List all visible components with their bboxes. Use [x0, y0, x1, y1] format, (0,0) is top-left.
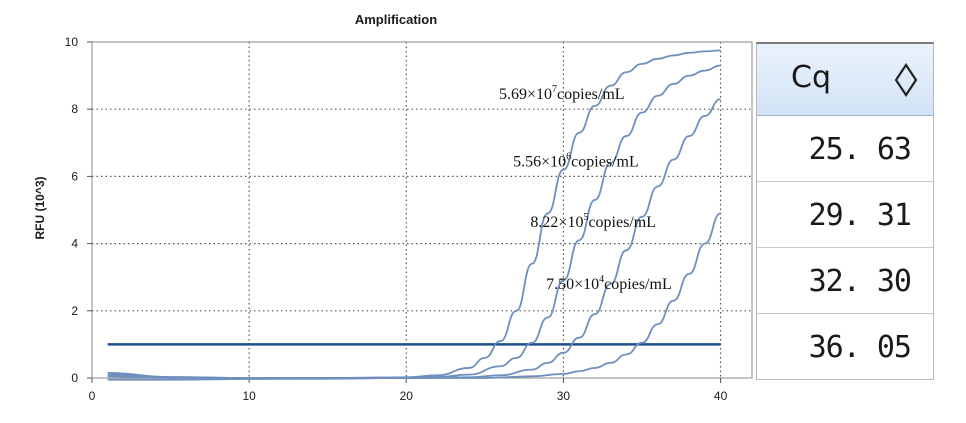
cq-value: 36. 05: [808, 330, 912, 365]
y-tick-label: 8: [71, 102, 78, 116]
cq-value: 25. 63: [808, 132, 912, 167]
y-tick-label: 2: [71, 304, 78, 318]
cq-row[interactable]: 25. 63: [757, 116, 933, 182]
cq-value: 32. 30: [808, 264, 912, 299]
y-tick-label: 10: [65, 35, 79, 49]
concentration-annotation: 5.56×106copies/mL: [513, 151, 639, 170]
x-tick-label: 20: [400, 389, 414, 403]
concentration-annotation: 8.22×105copies/mL: [530, 212, 656, 231]
amplification-curve-3: [107, 98, 721, 379]
concentration-annotation: 5.69×107copies/mL: [499, 84, 625, 103]
cq-row[interactable]: 29. 31: [757, 182, 933, 248]
x-tick-label: 40: [714, 389, 728, 403]
amplification-curve-4: [107, 212, 721, 381]
cq-value: 29. 31: [808, 198, 912, 233]
amplification-chart: Amplification RFU (10^3) 0 10 20 30 40 0 2 4 6 8 1…: [33, 12, 753, 403]
concentration-annotation: 7.50×104copies/mL: [546, 274, 672, 293]
y-tick-label: 0: [71, 371, 78, 385]
cq-table: Cq 25. 63 29. 31 32. 30 36. 05: [756, 42, 934, 380]
grid-lines: [92, 42, 752, 378]
x-tick-label: 30: [557, 389, 571, 403]
axis-ticks: 0 10 20 30 40 0 2 4 6 8 10: [65, 35, 728, 403]
curve-annotations: 5.69×107copies/mL 5.56×106copies/mL 8.22×1…: [499, 84, 672, 293]
cq-row[interactable]: 32. 30: [757, 248, 933, 314]
y-axis-label: RFU (10^3): [33, 176, 47, 239]
chart-title: Amplification: [355, 12, 437, 27]
y-tick-label: 6: [71, 169, 78, 183]
cq-row[interactable]: 36. 05: [757, 314, 933, 380]
cq-header-label: Cq: [791, 60, 831, 95]
y-tick-label: 4: [71, 237, 78, 251]
x-tick-label: 0: [89, 389, 96, 403]
sort-diamond-icon[interactable]: [893, 62, 919, 98]
amplification-curves: [107, 49, 721, 381]
x-tick-label: 10: [242, 389, 256, 403]
cq-column-header[interactable]: Cq: [757, 44, 933, 116]
